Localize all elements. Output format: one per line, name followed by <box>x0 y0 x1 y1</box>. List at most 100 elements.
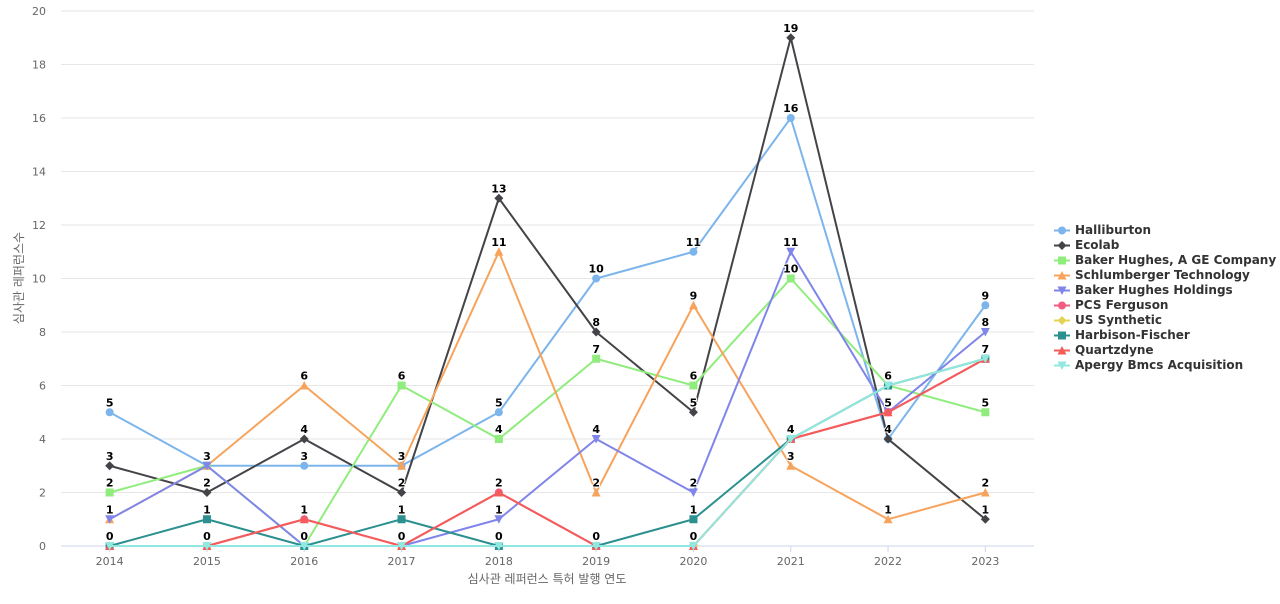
data-label: 1 <box>300 503 308 516</box>
data-label: 4 <box>787 423 795 436</box>
data-point <box>202 515 211 524</box>
legend-item[interactable]: Quartzdyne <box>1054 343 1280 358</box>
data-label: 6 <box>884 370 892 383</box>
legend-symbol <box>1054 316 1070 325</box>
data-point <box>786 33 796 43</box>
data-label: 8 <box>592 316 600 329</box>
data-label: 7 <box>982 343 990 356</box>
data-point <box>980 514 990 524</box>
data-point <box>688 488 698 497</box>
data-label: 5 <box>106 396 114 409</box>
data-point <box>786 274 795 283</box>
data-point <box>397 488 407 497</box>
data-labels: 53 3 3510111649324213851912064761065161129… <box>105 21 990 544</box>
legend-label: Halliburton <box>1075 223 1152 237</box>
data-point <box>688 407 698 417</box>
y-tick-label: 14 <box>32 166 46 179</box>
data-label: 0 <box>690 530 698 543</box>
legend-item[interactable]: Apergy Bmcs Acquisition <box>1054 358 1280 373</box>
legend-label: Baker Hughes Holdings <box>1075 283 1233 297</box>
data-point <box>786 114 795 122</box>
data-point <box>980 354 990 364</box>
data-point <box>494 542 504 551</box>
series-path <box>109 357 986 547</box>
data-label: 1 <box>106 503 114 516</box>
data-point <box>202 461 212 471</box>
series-path <box>109 250 986 547</box>
data-point <box>883 514 893 524</box>
data-point <box>397 461 407 470</box>
legend-symbol <box>1054 301 1070 310</box>
y-tick-label: 20 <box>32 5 46 18</box>
data-label: 2 <box>106 477 114 490</box>
data-point <box>1057 241 1067 250</box>
legend-label: Harbison-Fischer <box>1075 328 1190 342</box>
legend-item[interactable]: Schlumberger Technology <box>1054 268 1280 283</box>
data-point <box>883 407 893 417</box>
data-label: 5 <box>495 396 503 409</box>
data-point <box>689 381 698 390</box>
data-label: 2 <box>592 477 600 490</box>
data-point <box>494 435 503 443</box>
legend-item[interactable]: US Synthetic <box>1054 313 1280 328</box>
y-tick-label: 4 <box>39 433 46 446</box>
x-tick-label: 2018 <box>485 555 513 568</box>
y-tick-label: 18 <box>32 59 46 72</box>
data-label: 2 <box>398 477 406 490</box>
data-label: 2 <box>982 477 990 490</box>
legend-item[interactable]: Halliburton <box>1054 223 1280 238</box>
legend-item[interactable]: Baker Hughes Holdings <box>1054 283 1280 298</box>
data-label: 1 <box>982 503 990 516</box>
legend-label: Schlumberger Technology <box>1075 268 1250 282</box>
data-point <box>786 435 796 444</box>
legend-symbol <box>1054 346 1070 355</box>
data-label: 1 <box>690 503 698 516</box>
data-point <box>397 381 406 390</box>
series-group <box>105 33 990 551</box>
series-path <box>109 357 986 547</box>
data-point <box>1057 361 1067 370</box>
chart-legend: Halliburton Ecolab Baker Hughes, A GE Comp… <box>1054 223 1280 373</box>
x-tick-label: 2015 <box>193 555 221 568</box>
data-point <box>1057 346 1067 355</box>
data-label: 4 <box>592 423 600 436</box>
data-label: 11 <box>491 236 506 249</box>
data-point <box>688 300 698 310</box>
series-line <box>105 354 990 550</box>
data-point <box>1057 271 1067 280</box>
data-label: 2 <box>495 477 503 490</box>
legend-label: Ecolab <box>1075 238 1120 252</box>
legend-label: Apergy Bmcs Acquisition <box>1075 358 1244 372</box>
legend-item[interactable]: Harbison-Fischer <box>1054 328 1280 343</box>
data-point <box>105 461 115 471</box>
data-point <box>105 515 115 524</box>
data-label: 0 <box>106 530 114 543</box>
data-point <box>981 301 990 310</box>
data-point <box>494 515 504 524</box>
x-tick-label: 2017 <box>388 555 416 568</box>
legend-label: PCS Ferguson <box>1075 298 1169 312</box>
legend-symbol <box>1054 256 1070 265</box>
data-label: 0 <box>495 530 503 543</box>
data-label: 1 <box>884 503 892 516</box>
data-point <box>883 381 893 390</box>
series-path <box>109 277 986 547</box>
legend-item[interactable]: Ecolab <box>1054 238 1280 253</box>
legend-item[interactable]: PCS Ferguson <box>1054 298 1280 313</box>
data-point <box>591 327 601 337</box>
data-point <box>105 408 114 417</box>
data-label: 6 <box>690 370 698 383</box>
data-label: 8 <box>982 316 990 329</box>
series-path <box>109 357 986 547</box>
data-label: 0 <box>398 530 406 543</box>
y-tick-label: 10 <box>32 273 46 286</box>
data-label: 4 <box>300 423 308 436</box>
data-label: 4 <box>495 423 503 436</box>
data-label: 3 <box>106 450 114 463</box>
data-point <box>1058 226 1066 235</box>
legend-item[interactable]: Baker Hughes, A GE Company ... <box>1054 253 1280 268</box>
legend-symbol <box>1054 361 1070 370</box>
data-label: 0 <box>203 530 211 543</box>
y-tick-label: 8 <box>39 326 46 339</box>
